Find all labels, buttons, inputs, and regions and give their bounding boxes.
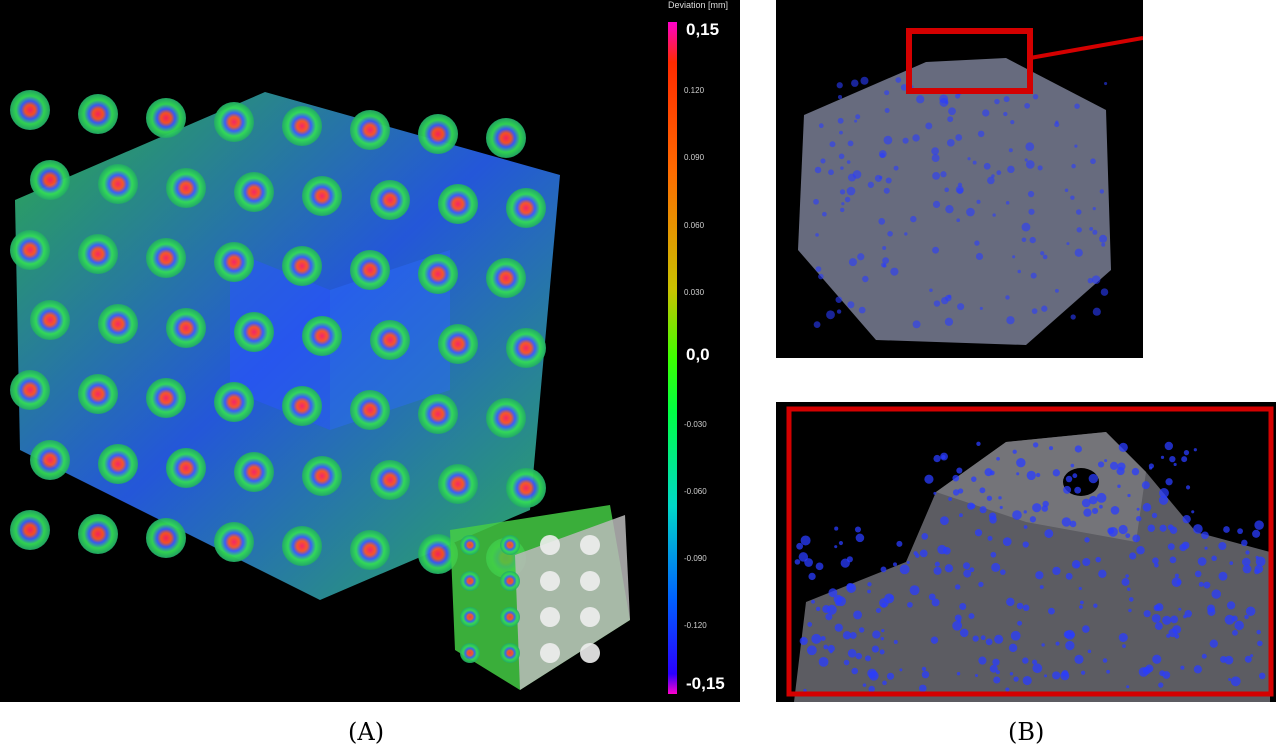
scale-tick-label: 0.060 xyxy=(684,221,705,230)
scale-title: Deviation [mm] xyxy=(668,0,729,10)
scan-overview-panel xyxy=(776,0,1143,358)
detail-frame xyxy=(786,406,1274,697)
scale-tick-label: -0.090 xyxy=(684,554,707,563)
lattice-cube-deviation-image xyxy=(10,90,630,690)
caption-a: (A) xyxy=(348,718,385,746)
scale-tick-label: 0.090 xyxy=(684,153,705,162)
scan-detail-image xyxy=(786,406,1274,702)
scale-zero-label: 0,0 xyxy=(686,345,710,364)
scale-tick-label: -0.060 xyxy=(684,487,707,496)
lattice-nodes xyxy=(10,90,546,578)
scale-tick-label: -0.030 xyxy=(684,420,707,429)
scale-tick-label: 0.120 xyxy=(684,86,705,95)
scale-tick-label: 0.030 xyxy=(684,288,705,297)
scale-min-label: -0,15 xyxy=(686,674,725,693)
surface-region xyxy=(794,432,1270,702)
porosity-dots xyxy=(813,76,1109,329)
deviation-map-panel: Deviation [mm] 0,15 0.120 0.090 0.060 0.… xyxy=(0,0,740,702)
caption-b: (B) xyxy=(1008,718,1045,746)
color-scale-bar xyxy=(668,22,677,694)
inset-cube-nodes xyxy=(460,535,600,663)
scale-max-label: 0,15 xyxy=(686,20,720,39)
zoom-connector-line xyxy=(1029,36,1143,60)
translucent-cube xyxy=(798,58,1111,345)
highlight-box xyxy=(906,28,1033,94)
scan-overview-image xyxy=(798,28,1143,345)
scale-tick-label: -0.120 xyxy=(684,621,707,630)
scan-detail-panel xyxy=(776,402,1276,702)
porosity-dots xyxy=(794,441,1266,693)
